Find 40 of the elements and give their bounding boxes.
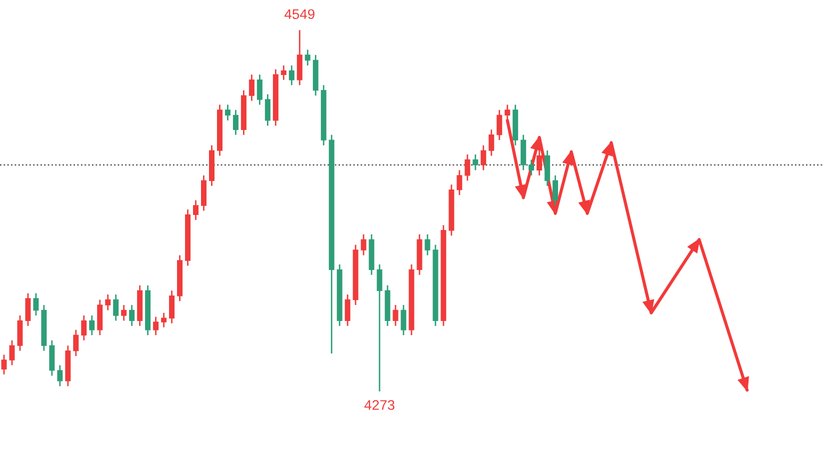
candlestick xyxy=(33,292,39,316)
candlestick xyxy=(81,314,87,342)
candlestick xyxy=(480,144,486,171)
candlestick xyxy=(464,154,470,182)
candlestick xyxy=(552,174,558,206)
candlestick xyxy=(129,304,135,327)
candlestick xyxy=(424,234,430,256)
candlestick xyxy=(169,290,175,324)
candlestick xyxy=(89,314,95,336)
candlestick xyxy=(304,49,310,66)
candlestick xyxy=(376,264,382,392)
candlestick xyxy=(288,64,294,86)
candlestick xyxy=(232,109,238,136)
candlestick xyxy=(456,169,462,196)
candlestick xyxy=(264,94,270,126)
candlestick xyxy=(344,294,350,327)
candlestick xyxy=(73,329,79,357)
candlestick xyxy=(392,304,398,327)
candlestick xyxy=(153,316,159,336)
candlestick xyxy=(121,304,127,322)
candlestick xyxy=(57,364,63,387)
candlestick xyxy=(25,292,31,327)
candlestick xyxy=(248,74,254,102)
candlestick xyxy=(1,354,7,376)
candlestick xyxy=(472,154,478,171)
annotation: 4549 xyxy=(284,9,314,20)
candlestick xyxy=(280,64,286,81)
candlestick xyxy=(528,159,534,176)
candlestick xyxy=(193,200,199,221)
candlestick xyxy=(224,104,230,122)
annotation: 4273 xyxy=(364,400,394,410)
candlestick xyxy=(256,74,262,106)
candlestick xyxy=(360,234,366,256)
candlestick xyxy=(400,304,406,336)
candlestick xyxy=(161,312,167,328)
candlestick xyxy=(496,109,502,141)
candlestick xyxy=(105,294,111,311)
candlestick xyxy=(488,128,494,156)
candlestick xyxy=(113,294,119,322)
candlestick xyxy=(9,340,15,366)
